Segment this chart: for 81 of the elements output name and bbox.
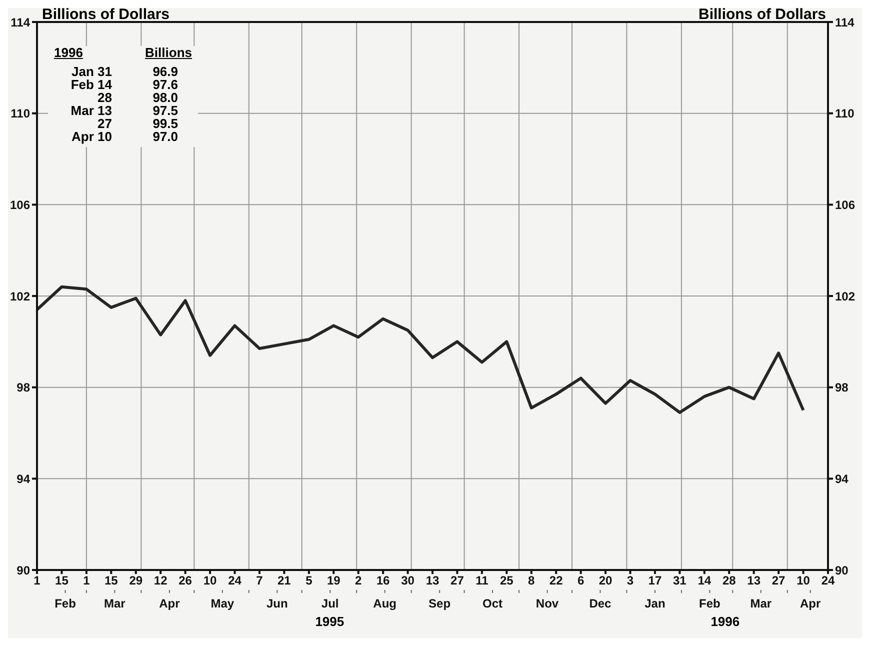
y2-tick-label: 106 — [835, 198, 856, 212]
y-tick-label: 102 — [10, 289, 30, 304]
annotation: Feb 14 — [70, 77, 112, 92]
annotation: 28 — [96, 90, 112, 105]
x2-tick-label: Feb — [699, 596, 720, 611]
annotation: 1996 — [54, 45, 84, 60]
x-tick-label: 2 — [355, 574, 362, 588]
x2-tick-label: Jul — [321, 596, 339, 611]
y2-tick-label: 94 — [835, 472, 849, 486]
y2-tick-label: 98 — [835, 380, 849, 395]
annotation: 98.0 — [152, 90, 179, 105]
annotation: 27 — [96, 116, 112, 131]
x-tick-label: 10 — [796, 574, 810, 588]
x2-tick-label: Apr — [159, 596, 180, 611]
x2-tick-label: Jun — [266, 596, 288, 611]
x-tick-label: 8 — [528, 574, 536, 588]
text: 1995 — [314, 614, 346, 629]
x2-tick-label: Feb — [54, 596, 76, 611]
x-tick-label: 29 — [129, 574, 143, 588]
annotation: Mar 13 — [70, 103, 112, 118]
x-tick-label: 3 — [626, 574, 634, 588]
x-tick-label: 1 — [83, 574, 90, 588]
x2-tick-label: Jan — [644, 596, 666, 611]
x-tick-label: 24 — [821, 574, 835, 588]
annotation: 96.9 — [152, 64, 179, 79]
x2-tick-label: May — [210, 596, 234, 611]
x2-tick-label: Nov — [536, 596, 559, 611]
x-tick-label: 11 — [476, 574, 489, 588]
x-tick-label: 13 — [747, 574, 761, 588]
x-tick-label: 5 — [306, 574, 313, 588]
annotation: Apr 10 — [70, 129, 112, 144]
text: 1996 — [710, 614, 741, 629]
x-tick-label: 27 — [772, 574, 786, 588]
y2-tick-label: 102 — [835, 289, 856, 304]
annotation: Jan 31 — [70, 64, 112, 79]
x2-tick-label: Oct — [482, 596, 503, 611]
x2-tick-label: Mar — [104, 596, 126, 611]
x2-tick-label: Sep — [428, 596, 451, 611]
x-tick-label: 24 — [228, 574, 242, 588]
x-tick-label: 27 — [450, 574, 464, 588]
y-tick-label: 90 — [16, 563, 30, 578]
x-tick-label: 14 — [698, 574, 712, 588]
y-tick-label: 110 — [10, 106, 30, 121]
y-tick-label: 114 — [10, 15, 30, 30]
x-tick-label: 15 — [104, 574, 118, 588]
x2-tick-label: Dec — [589, 596, 612, 611]
x-tick-label: 25 — [500, 574, 514, 588]
y2-tick-label: 114 — [835, 15, 855, 30]
x-tick-label: 17 — [648, 574, 662, 588]
x-tick-label: 10 — [203, 574, 218, 588]
annotation: 99.5 — [152, 116, 179, 131]
y-tick-label: 106 — [10, 198, 30, 212]
x2-tick-label: Aug — [373, 596, 396, 611]
x-tick-label: 1 — [34, 574, 41, 588]
annotation: 97.6 — [152, 77, 179, 92]
line-series — [37, 285, 805, 414]
x-tick-label: 31 — [673, 574, 687, 588]
x-tick-label: 15 — [55, 574, 69, 588]
x2-tick-label: Apr — [800, 596, 822, 611]
x-tick-label: 12 — [154, 574, 168, 588]
annotation: 97.5 — [152, 103, 179, 118]
x2-tick-label: Mar — [750, 596, 772, 611]
annotation: Billions — [144, 45, 192, 60]
x-tick-label: 28 — [722, 574, 736, 588]
y2-tick-label: 90 — [835, 563, 849, 578]
y-tick-label: 94 — [16, 472, 30, 486]
x-tick-label: 30 — [401, 574, 415, 588]
annotation: 97.0 — [152, 129, 179, 144]
x-tick-label: 6 — [577, 574, 584, 588]
y2-axis-title: Billions of Dollars — [698, 6, 826, 23]
x-tick-label: 20 — [598, 574, 613, 588]
x-tick-label: 21 — [278, 574, 292, 588]
x-tick-label: 19 — [326, 574, 341, 588]
y-axis-title: Billions of Dollars — [42, 6, 170, 23]
x-tick-label: 16 — [376, 574, 390, 588]
y-tick-label: 98 — [16, 380, 30, 395]
x-tick-label: 22 — [549, 574, 564, 588]
x-tick-label: 26 — [178, 574, 192, 588]
x-tick-label: 7 — [256, 574, 264, 588]
y2-tick-label: 110 — [835, 106, 855, 121]
x-tick-label: 13 — [426, 574, 440, 588]
